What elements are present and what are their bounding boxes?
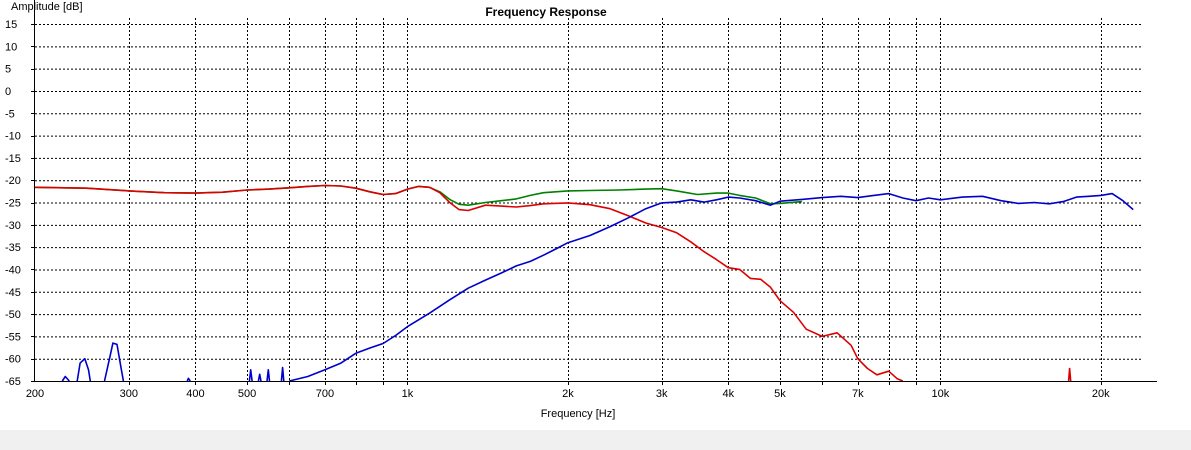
y-tick-label: -40 (5, 264, 21, 276)
x-tick-label: 2k (562, 388, 574, 400)
y-tick-label: -50 (5, 309, 21, 321)
x-tick-label: 4k (723, 388, 735, 400)
series-layer (34, 184, 1134, 382)
x-tick-label: 7k (852, 388, 864, 400)
y-axis-label: Amplitude [dB] (11, 1, 83, 13)
y-tick-label: 0 (5, 86, 11, 98)
y-tick-label: -10 (5, 131, 21, 143)
chart-title: Frequency Response (485, 5, 607, 19)
x-tick-label: 3k (656, 388, 668, 400)
series-line-2 (34, 184, 904, 382)
x-tick-label: 5k (774, 388, 786, 400)
tick-label-layer: 15 10 5 0 -5 -10 -15 -20 -25 -30 -35 -40 -45 -50 -55 -6… (5, 19, 1110, 400)
x-tick-label: 20k (1092, 388, 1110, 400)
y-tick-label: -20 (5, 175, 21, 187)
x-tick-label: 300 (120, 388, 138, 400)
x-tick-label: 200 (26, 388, 44, 400)
y-tick-label: -60 (5, 354, 21, 366)
y-tick-label: -5 (5, 108, 15, 120)
y-tick-label: -30 (5, 220, 21, 232)
axis-layer (31, 0, 1157, 385)
plot-area (0, 0, 1191, 430)
series-line-8 (248, 369, 253, 382)
x-tick-label: 700 (316, 388, 334, 400)
y-tick-label: -65 (5, 376, 21, 388)
x-tick-label: 500 (238, 388, 256, 400)
series-line-10 (266, 369, 271, 382)
x-tick-label: 1k (402, 388, 414, 400)
y-tick-label: 5 (5, 64, 11, 76)
series-line-12 (1067, 367, 1072, 382)
series-line-9 (257, 373, 262, 382)
series-line-5 (76, 357, 92, 382)
series-line-4 (61, 375, 70, 382)
series-line-7 (186, 377, 191, 382)
x-axis-label: Frequency [Hz] (541, 408, 616, 420)
x-tick-label: 400 (186, 388, 204, 400)
x-tick-label: 10k (932, 388, 950, 400)
y-tick-label: -55 (5, 331, 21, 343)
series-line-3 (289, 192, 1134, 382)
grid-layer (35, 18, 1141, 381)
series-line-11 (280, 366, 285, 382)
y-tick-label: 15 (5, 19, 17, 31)
y-tick-label: -25 (5, 198, 21, 210)
y-tick-label: -35 (5, 242, 21, 254)
y-tick-label: -45 (5, 287, 21, 299)
y-tick-label: 10 (5, 41, 17, 53)
y-tick-label: -15 (5, 153, 21, 165)
series-line-6 (103, 342, 125, 382)
